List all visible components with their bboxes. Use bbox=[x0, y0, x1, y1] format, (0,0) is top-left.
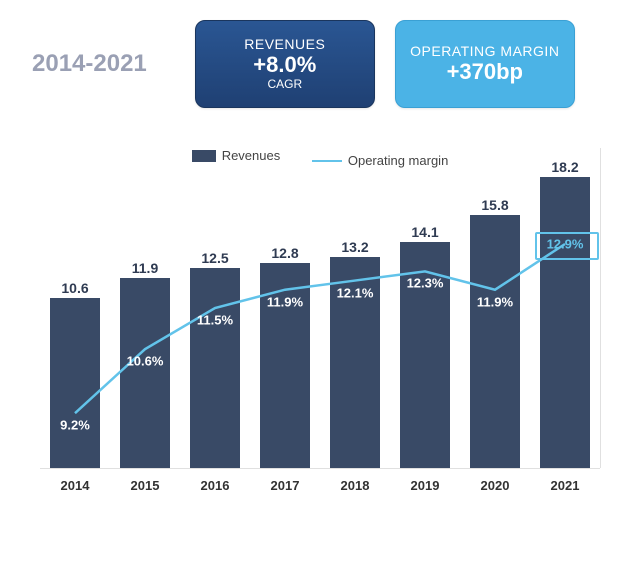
bar-value-label: 12.5 bbox=[201, 250, 228, 266]
kpi-revenues-label: REVENUES bbox=[244, 36, 325, 52]
header: 2014-2021 REVENUES +8.0% CAGR OPERATING … bbox=[0, 0, 640, 118]
x-axis-label: 2018 bbox=[341, 478, 370, 493]
bar-value-label: 11.9 bbox=[132, 260, 158, 276]
bar-value-label: 13.2 bbox=[341, 239, 368, 255]
kpi-margin-value: +370bp bbox=[447, 59, 523, 84]
bar-value-label: 10.6 bbox=[61, 280, 88, 296]
x-axis-label: 2021 bbox=[551, 478, 580, 493]
line-chart-svg bbox=[40, 148, 600, 468]
kpi-revenues: REVENUES +8.0% CAGR bbox=[195, 20, 375, 108]
x-axis-label: 2019 bbox=[411, 478, 440, 493]
x-axis-label: 2020 bbox=[481, 478, 510, 493]
x-axis-label: 2016 bbox=[201, 478, 230, 493]
bar-value-label: 15.8 bbox=[481, 197, 508, 213]
plot-area: 10.611.912.512.813.214.115.818.29.2%10.6… bbox=[40, 148, 600, 468]
kpi-revenues-sub: CAGR bbox=[267, 78, 302, 92]
kpi-margin: OPERATING MARGIN +370bp bbox=[395, 20, 575, 108]
x-axis-label: 2014 bbox=[61, 478, 90, 493]
x-axis-line bbox=[40, 468, 600, 469]
chart: 10.611.912.512.813.214.115.818.29.2%10.6… bbox=[40, 148, 600, 508]
bar-value-label: 12.8 bbox=[271, 245, 298, 261]
x-axis-label: 2017 bbox=[271, 478, 300, 493]
year-range: 2014-2021 bbox=[32, 50, 147, 78]
kpi-revenues-value: +8.0% bbox=[253, 52, 316, 77]
y-axis-line bbox=[600, 148, 601, 468]
bar-value-label: 18.2 bbox=[551, 159, 578, 175]
kpi-margin-label: OPERATING MARGIN bbox=[410, 43, 559, 59]
x-axis-label: 2015 bbox=[131, 478, 160, 493]
bar-value-label: 14.1 bbox=[411, 224, 438, 240]
